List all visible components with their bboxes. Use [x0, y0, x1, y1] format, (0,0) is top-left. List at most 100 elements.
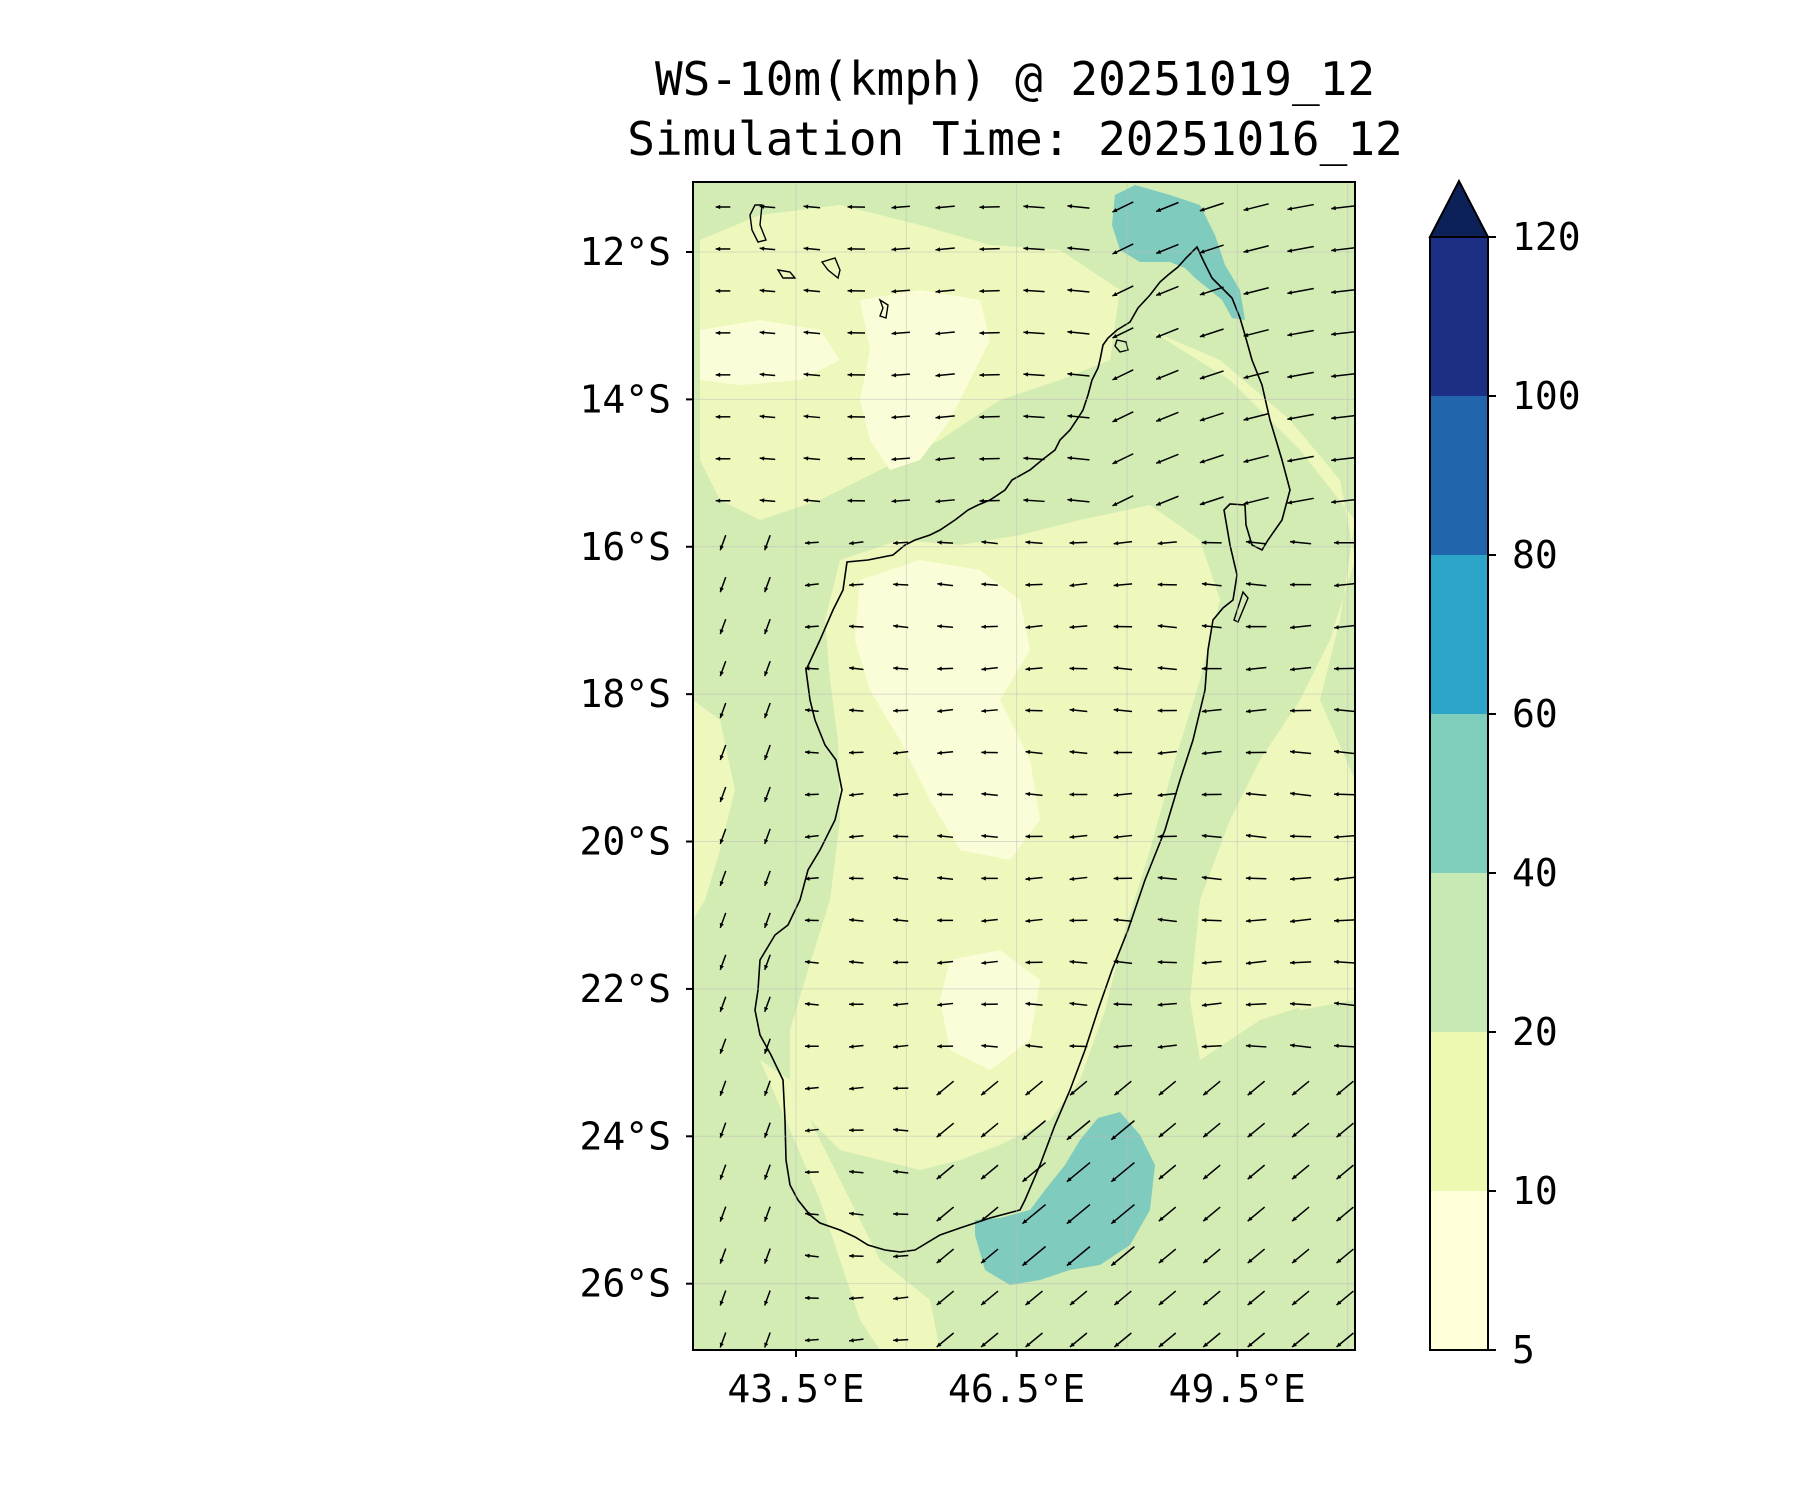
wind-arrow [1025, 1043, 1043, 1048]
wind-arrow [1287, 371, 1314, 379]
wind-arrow [1069, 1080, 1088, 1096]
wind-arrow [803, 372, 821, 377]
wind-arrow [715, 330, 731, 336]
wind-arrow [849, 540, 864, 546]
wind-arrow [1157, 582, 1177, 587]
wind-arrow [936, 1122, 955, 1138]
wind-arrow [1025, 791, 1043, 797]
wind-arrow [936, 1248, 955, 1264]
field-band-5-10-south [940, 950, 1040, 1070]
wind-arrow [1289, 666, 1312, 672]
wind-arrow [849, 1044, 864, 1049]
wind-arrow [1066, 1120, 1091, 1141]
wind-arrow [1113, 1080, 1132, 1096]
wind-arrow [936, 1164, 955, 1180]
wind-arrow [1025, 708, 1043, 713]
wind-arrow [1336, 1248, 1354, 1264]
wind-arrow [1334, 707, 1355, 713]
lon-tick-label: 43.5°E [727, 1367, 864, 1411]
wind-arrow [1069, 876, 1088, 882]
wind-arrow [719, 1206, 727, 1222]
wind-arrow [1069, 959, 1088, 965]
wind-arrow [937, 1044, 954, 1049]
wind-arrow [937, 708, 954, 714]
wind-arrow [763, 954, 771, 971]
wind-arrow [847, 456, 866, 461]
wind-arrow [1287, 455, 1314, 463]
wind-arrow [1289, 1001, 1312, 1007]
wind-arrow [981, 750, 998, 755]
lat-tick-label: 18°S [579, 672, 671, 716]
wind-arrow [1110, 1245, 1135, 1267]
wind-arrow [803, 204, 821, 209]
wind-arrow [981, 833, 998, 839]
wind-arrow [804, 834, 819, 839]
wind-arrow [1066, 1162, 1091, 1183]
wind-arrow [1023, 330, 1045, 335]
wind-arrow [1113, 917, 1133, 923]
wind-arrow [893, 792, 909, 797]
island-comoros-2 [776, 269, 797, 279]
wind-arrow [763, 870, 771, 887]
wind-arrow [1069, 1332, 1088, 1348]
wind-arrow [1201, 1044, 1222, 1049]
wind-arrow [1245, 833, 1267, 839]
wind-arrow [1336, 1290, 1354, 1306]
wind-arrow [1069, 918, 1088, 923]
wind-arrow [1201, 540, 1222, 545]
wind-arrow [981, 540, 998, 545]
field-band-10-20-west [693, 700, 735, 920]
wind-arrow [1201, 833, 1222, 839]
wind-arrow [1289, 1043, 1312, 1049]
wind-arrow [1201, 623, 1222, 629]
wind-arrow [893, 1002, 909, 1007]
wind-arrow [719, 1290, 727, 1306]
wind-arrow [804, 1295, 819, 1301]
wind-arrow [803, 288, 821, 293]
wind-arrow [1245, 1043, 1267, 1049]
wind-arrow [803, 414, 821, 419]
wind-arrow [1025, 1001, 1043, 1007]
wind-arrow [847, 246, 866, 252]
wind-arrow [849, 1169, 864, 1175]
wind-arrow [1069, 624, 1088, 630]
wind-arrow [893, 1254, 909, 1259]
lon-tick-label: 49.5°E [1169, 1367, 1306, 1411]
wind-arrow [935, 205, 955, 210]
wind-arrow [893, 875, 909, 881]
wind-arrow [715, 456, 731, 461]
wind-arrow [1155, 243, 1179, 255]
wind-arrow [1334, 959, 1355, 965]
lat-tick-label: 24°S [579, 1114, 671, 1158]
lat-tick-label: 20°S [579, 820, 671, 864]
wind-arrow [847, 288, 866, 294]
wind-arrow [1334, 540, 1355, 545]
wind-arrow [759, 414, 776, 419]
wind-arrow [1069, 707, 1088, 713]
wind-arrow [893, 1127, 909, 1133]
wind-arrow [1155, 453, 1179, 464]
wind-arrow [763, 1290, 771, 1306]
wind-arrow [893, 750, 909, 756]
wind-arrow [981, 582, 998, 587]
wind-arrow [1112, 453, 1134, 465]
wind-arrow [1069, 834, 1088, 840]
wind-arrow [1112, 243, 1134, 255]
wind-arrow [893, 1337, 909, 1343]
wind-arrow [1243, 203, 1269, 212]
wind-arrow [1021, 1162, 1047, 1183]
latitude-axis: 12°S 14°S 16°S 18°S 20°S 22°S 24°S 26°S [579, 230, 693, 1306]
wind-arrow [849, 1128, 864, 1133]
wind-arrow [1067, 330, 1090, 335]
wind-arrow [759, 330, 776, 335]
wind-arrow [1025, 1080, 1043, 1096]
wind-arrow [936, 1332, 955, 1348]
wind-arrow [1201, 666, 1222, 671]
wind-arrow [1289, 708, 1312, 713]
wind-arrow [937, 875, 954, 881]
wind-arrow [893, 1296, 909, 1301]
wind-arrow [1289, 918, 1312, 924]
wind-arrow [1025, 1290, 1043, 1306]
wind-arrow [763, 702, 771, 719]
wind-arrow [935, 499, 955, 504]
